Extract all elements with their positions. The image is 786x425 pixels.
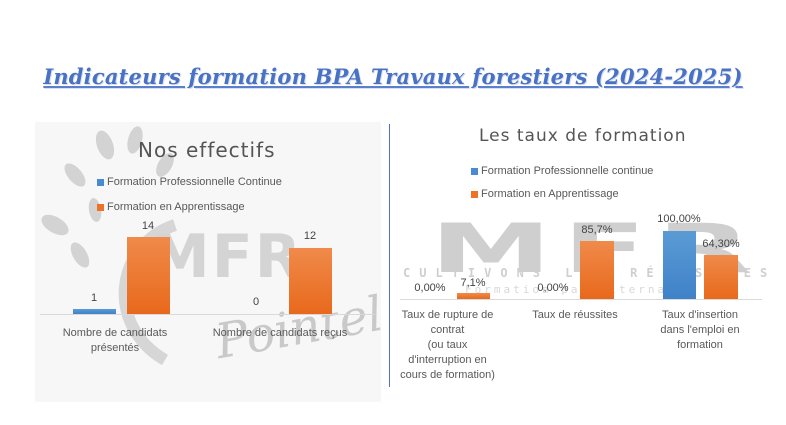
category-line: contrat bbox=[430, 324, 465, 336]
data-label: 100,00% bbox=[657, 213, 701, 225]
legend-label: Formation Professionnelle continue bbox=[481, 165, 654, 177]
category-label-presentes: Nombre de candidats présentés bbox=[50, 326, 180, 356]
legend-swatch-orange bbox=[97, 203, 104, 211]
legend-label: Formation en Apprentissage bbox=[107, 201, 245, 213]
legend-item-fpc: Formation Professionnelle continue bbox=[471, 165, 653, 177]
category-line: d'interruption en bbox=[408, 354, 487, 366]
effectifs-x-axis bbox=[40, 314, 375, 315]
bar-fpc-presentes bbox=[73, 309, 116, 314]
category-line: Taux de rupture de bbox=[401, 309, 494, 321]
legend-item-apprentissage: Formation en Apprentissage bbox=[471, 188, 619, 200]
category-line: dans l'emploi en bbox=[660, 324, 740, 336]
data-label: 1 bbox=[90, 292, 98, 304]
category-line: Nombre de candidats reçus bbox=[212, 327, 348, 339]
category-label-recus: Nombre de candidats reçus bbox=[200, 326, 360, 341]
category-line: présentés bbox=[90, 342, 140, 354]
category-label-rupture: Taux de rupture de contrat (ou taux d'in… bbox=[390, 308, 505, 383]
panel-divider bbox=[389, 124, 390, 387]
legend-swatch-blue bbox=[471, 167, 478, 175]
legend-swatch-orange bbox=[471, 190, 478, 198]
page-title: Indicateurs formation BPA Travaux forest… bbox=[43, 64, 743, 89]
data-label: 85,7% bbox=[581, 224, 613, 236]
category-line: cours de formation) bbox=[400, 369, 495, 381]
legend-item-fpc: Formation Professionnelle Continue bbox=[97, 176, 282, 188]
category-line: Taux d'insertion bbox=[661, 309, 739, 321]
data-label: 0 bbox=[252, 296, 260, 308]
data-label: 7,1% bbox=[460, 277, 486, 289]
category-line: Nombre de candidats bbox=[62, 327, 168, 339]
legend-label: Formation Professionnelle Continue bbox=[107, 176, 282, 188]
bar-apprentissage-insertion bbox=[704, 255, 738, 299]
category-line: (ou taux bbox=[427, 339, 468, 351]
data-label: 12 bbox=[303, 230, 317, 242]
bar-apprentissage-rupture bbox=[457, 293, 490, 299]
bar-apprentissage-presentes bbox=[127, 237, 170, 314]
bar-fpc-insertion bbox=[663, 231, 696, 299]
category-label-insertion: Taux d'insertion dans l'emploi en format… bbox=[640, 308, 760, 353]
taux-x-axis bbox=[400, 299, 762, 300]
subtagline-watermark: Formation par alternance bbox=[465, 283, 696, 296]
legend-item-apprentissage: Formation en Apprentissage bbox=[97, 201, 245, 213]
data-label: 64,30% bbox=[702, 238, 740, 250]
data-label: 0,00% bbox=[414, 282, 446, 294]
mfr-logo-watermark: MFR bbox=[150, 222, 303, 292]
category-line: Taux de réussites bbox=[532, 309, 618, 321]
legend-swatch-blue bbox=[97, 178, 104, 186]
effectifs-chart-title: Nos effectifs bbox=[138, 138, 276, 162]
data-label: 0,00% bbox=[537, 282, 569, 294]
category-label-reussites: Taux de réussites bbox=[515, 308, 635, 323]
bar-apprentissage-reussite bbox=[580, 241, 614, 299]
taux-chart-title: Les taux de formation bbox=[479, 126, 687, 146]
tree-watermark-icon bbox=[41, 126, 178, 366]
bar-apprentissage-recus bbox=[289, 248, 332, 314]
data-label: 14 bbox=[141, 220, 155, 232]
legend-label: Formation en Apprentissage bbox=[481, 188, 619, 200]
category-line: formation bbox=[677, 339, 723, 351]
